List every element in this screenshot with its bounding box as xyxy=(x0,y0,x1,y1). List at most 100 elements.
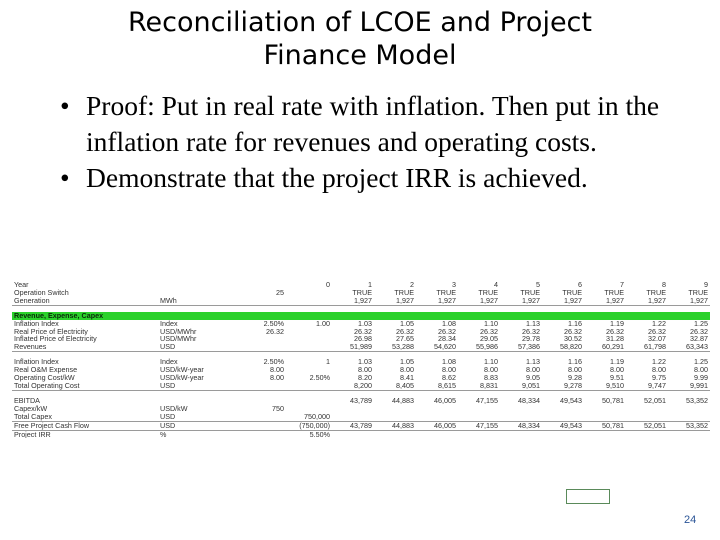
value-cell[interactable]: 52,051 xyxy=(644,396,666,405)
value-cell[interactable]: 1.08 xyxy=(442,358,456,367)
row-label-cell[interactable]: Project IRR xyxy=(14,430,51,439)
row-label-cell[interactable]: Capex/kW xyxy=(14,404,48,413)
unit-cell[interactable]: MWh xyxy=(158,296,244,306)
value-cell[interactable]: 48,334 xyxy=(500,421,542,431)
value-cell[interactable] xyxy=(626,405,668,413)
value-cell[interactable]: 0 xyxy=(326,281,330,289)
value-cell[interactable]: 53,352 xyxy=(668,421,710,431)
value-cell[interactable]: 1.22 xyxy=(652,319,666,328)
value-cell[interactable]: TRUE xyxy=(604,288,624,297)
value-cell[interactable] xyxy=(286,335,332,343)
value-cell[interactable]: 9.99 xyxy=(694,374,708,382)
value-cell[interactable]: 7 xyxy=(620,281,624,289)
value-cell[interactable]: 1,927 xyxy=(374,296,416,306)
value-cell[interactable]: 9.28 xyxy=(568,374,582,382)
value-cell[interactable] xyxy=(584,412,626,422)
row-label-cell[interactable]: Generation xyxy=(12,296,158,306)
value-cell[interactable]: 750,000 xyxy=(286,412,332,422)
value-cell[interactable]: 1.05 xyxy=(400,358,414,367)
value-cell[interactable] xyxy=(286,381,332,391)
value-cell[interactable]: 32.07 xyxy=(648,335,666,344)
value-cell[interactable]: 28.34 xyxy=(438,335,456,344)
value-cell[interactable]: 8.83 xyxy=(484,374,498,382)
value-cell[interactable]: 32.87 xyxy=(690,335,708,344)
value-cell[interactable]: 26.32 xyxy=(648,327,666,336)
value-cell[interactable]: 1,927 xyxy=(626,296,668,306)
value-cell[interactable]: 8.00 xyxy=(484,366,498,375)
value-cell[interactable] xyxy=(244,343,286,353)
value-cell[interactable]: 8.00 xyxy=(358,366,372,375)
value-cell[interactable]: 8.20 xyxy=(358,374,372,382)
value-cell[interactable] xyxy=(500,405,542,413)
value-cell[interactable] xyxy=(668,412,710,422)
value-cell[interactable]: 26.32 xyxy=(396,327,414,336)
row-label-cell[interactable]: Year xyxy=(14,281,29,289)
value-cell[interactable]: 47,155 xyxy=(476,396,498,405)
value-cell[interactable]: 26.98 xyxy=(354,335,372,344)
value-cell[interactable] xyxy=(332,430,374,438)
value-cell[interactable]: 52,051 xyxy=(626,421,668,431)
value-cell[interactable]: 1.16 xyxy=(568,358,582,367)
value-cell[interactable]: 3 xyxy=(452,281,456,289)
value-cell[interactable]: 48,334 xyxy=(518,396,540,405)
value-cell[interactable]: 47,155 xyxy=(458,421,500,431)
value-cell[interactable] xyxy=(244,430,286,438)
unit-cell[interactable]: USD/kW xyxy=(160,404,188,413)
value-cell[interactable]: 27.65 xyxy=(396,335,414,344)
value-cell[interactable] xyxy=(286,328,332,336)
value-cell[interactable] xyxy=(332,405,374,413)
value-cell[interactable]: 9.05 xyxy=(526,374,540,382)
value-cell[interactable]: 29.78 xyxy=(522,335,540,344)
value-cell[interactable]: 1.00 xyxy=(316,319,330,328)
value-cell[interactable]: TRUE xyxy=(646,288,666,297)
value-cell[interactable] xyxy=(332,412,374,422)
value-cell[interactable]: TRUE xyxy=(436,288,456,297)
value-cell[interactable]: 58,820 xyxy=(542,343,584,353)
value-cell[interactable] xyxy=(286,296,332,306)
value-cell[interactable]: 2.50% xyxy=(263,319,284,328)
row-label-cell[interactable]: Inflated Price of Electricity xyxy=(14,335,97,344)
value-cell[interactable]: 8,200 xyxy=(332,381,374,391)
value-cell[interactable]: TRUE xyxy=(352,288,372,297)
unit-cell[interactable]: USD/MWhr xyxy=(160,335,197,344)
value-cell[interactable] xyxy=(416,405,458,413)
row-label-cell[interactable]: EBITDA xyxy=(14,396,40,405)
value-cell[interactable]: 1.03 xyxy=(358,358,372,367)
value-cell[interactable]: 8,831 xyxy=(458,381,500,391)
value-cell[interactable]: 9.75 xyxy=(652,374,666,382)
value-cell[interactable]: 9.51 xyxy=(610,374,624,382)
value-cell[interactable]: 46,005 xyxy=(434,396,456,405)
value-cell[interactable] xyxy=(244,335,286,343)
value-cell[interactable] xyxy=(458,430,500,438)
value-cell[interactable]: 53,352 xyxy=(686,396,708,405)
value-cell[interactable]: 25 xyxy=(276,288,284,297)
unit-cell[interactable]: USD/MWhr xyxy=(160,327,197,336)
value-cell[interactable]: 43,789 xyxy=(332,421,374,431)
value-cell[interactable]: 26.32 xyxy=(438,327,456,336)
unit-cell[interactable] xyxy=(158,397,244,405)
value-cell[interactable]: TRUE xyxy=(394,288,414,297)
value-cell[interactable]: 1.25 xyxy=(694,319,708,328)
value-cell[interactable]: 1.19 xyxy=(610,358,624,367)
value-cell[interactable]: TRUE xyxy=(688,288,708,297)
value-cell[interactable]: 1,927 xyxy=(584,296,626,306)
value-cell[interactable]: 49,543 xyxy=(542,421,584,431)
value-cell[interactable]: 6 xyxy=(578,281,582,289)
value-cell[interactable]: 1,927 xyxy=(416,296,458,306)
unit-cell[interactable]: USD xyxy=(158,343,244,353)
value-cell[interactable]: 1,927 xyxy=(500,296,542,306)
value-cell[interactable]: TRUE xyxy=(520,288,540,297)
value-cell[interactable] xyxy=(244,412,286,422)
value-cell[interactable] xyxy=(374,430,416,438)
value-cell[interactable] xyxy=(244,397,286,405)
value-cell[interactable]: 26.32 xyxy=(522,327,540,336)
value-cell[interactable]: 9,747 xyxy=(626,381,668,391)
value-cell[interactable] xyxy=(416,430,458,438)
value-cell[interactable]: 57,386 xyxy=(500,343,542,353)
unit-cell[interactable]: USD xyxy=(158,381,244,391)
value-cell[interactable] xyxy=(416,412,458,422)
unit-cell[interactable]: Index xyxy=(160,358,178,367)
value-cell[interactable]: 26.32 xyxy=(690,327,708,336)
row-label-cell[interactable]: Free Project Cash Flow xyxy=(12,421,158,431)
value-cell[interactable]: 1,927 xyxy=(458,296,500,306)
